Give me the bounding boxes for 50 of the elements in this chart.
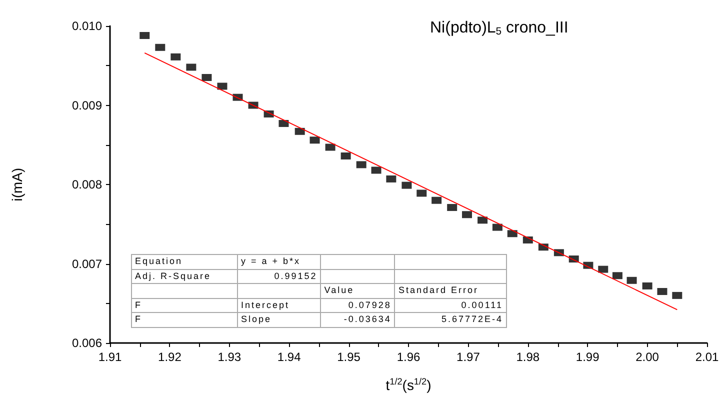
point [155,44,166,51]
point [356,161,366,168]
point [657,288,668,295]
text: F Intercept 0.07928 0.00111 [135,300,503,310]
point [447,204,458,211]
x-tick-label: 2.00 [636,350,660,364]
text: F Slope -0.03634 5.67772E-4 [135,314,503,324]
y-tick-label: 0.007 [72,256,102,271]
point [416,190,427,197]
point [278,120,289,127]
y-axis-title: i(mA) [9,168,25,202]
point [310,136,320,144]
y-tick-label: 0.006 [72,336,102,350]
point [170,53,181,60]
y-tick-label: 0.009 [72,98,102,112]
point [202,74,212,82]
point [294,128,305,135]
text: Equation y = a + b*x [135,256,301,266]
x-tick-label: 1.97 [456,350,480,364]
point [217,82,228,90]
point [462,211,472,218]
point [386,175,396,182]
point [507,230,518,238]
x-tick-label: 1.95 [337,350,361,364]
x-tick-label: 2.01 [695,350,719,364]
point [140,32,150,40]
point [672,292,682,299]
point [340,152,351,160]
y-tick-label: 0.008 [72,178,102,192]
y-tick-label: 0.010 [72,19,102,33]
point [492,224,502,231]
x-tick-label: 1.96 [396,350,420,364]
point [371,166,382,174]
point [325,144,336,151]
point [626,276,637,284]
point [402,182,412,189]
x-tick-label: 1.98 [516,350,540,364]
text: Value Standard Error [324,285,478,296]
point [598,266,608,273]
x-tick-label: 1.93 [218,350,242,364]
point [612,272,622,280]
point [432,196,442,204]
x-tick-label: 1.91 [98,350,122,364]
x-tick-label: 1.99 [576,350,600,364]
x-tick-label: 1.92 [158,350,182,364]
text: Adj. R-Square 0.99152 [135,270,318,281]
x-tick-label: 1.94 [277,350,302,364]
point [642,282,652,290]
point [186,64,196,71]
point [478,216,488,224]
